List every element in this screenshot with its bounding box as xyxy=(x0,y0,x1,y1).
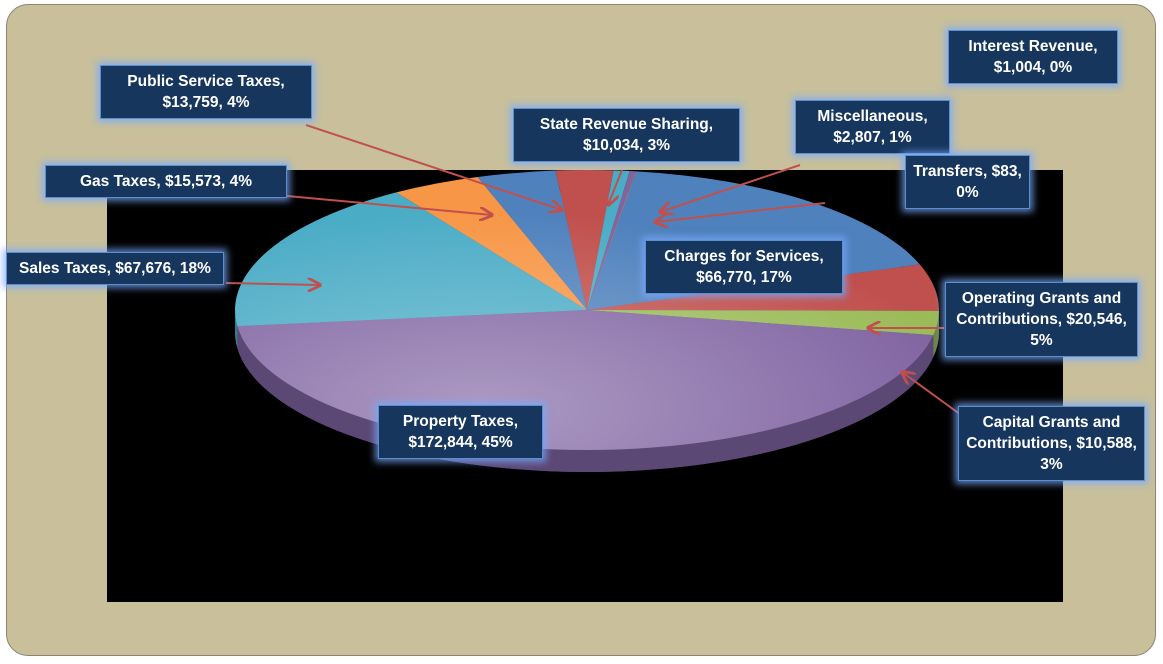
data-label: Miscellaneous, $2,807, 1% xyxy=(795,100,950,154)
leader-line xyxy=(902,372,969,421)
leader-line xyxy=(225,283,320,285)
data-label: Gas Taxes, $15,573, 4% xyxy=(45,165,287,198)
data-label: Operating Grants and Contributions, $20,… xyxy=(945,282,1138,357)
leader-line xyxy=(608,169,623,205)
leader-line xyxy=(660,164,801,212)
data-label: Capital Grants and Contributions, $10,58… xyxy=(958,406,1145,481)
data-label: Property Taxes, $172,844, 45% xyxy=(378,405,543,459)
leader-line xyxy=(305,124,562,210)
data-label: Interest Revenue, $1,004, 0% xyxy=(948,30,1118,84)
leader-lines xyxy=(225,124,969,421)
slice-side xyxy=(933,310,939,358)
slices xyxy=(234,170,939,472)
pie-shine xyxy=(235,170,939,450)
data-label: Transfers, $83, 0% xyxy=(905,155,1030,209)
data-label: State Revenue Sharing, $10,034, 3% xyxy=(513,108,740,162)
leader-line xyxy=(286,195,492,215)
leader-line xyxy=(655,202,826,222)
data-label: Public Service Taxes, $13,759, 4% xyxy=(100,65,312,119)
slice-side xyxy=(235,310,238,349)
data-label: Sales Taxes, $67,676, 18% xyxy=(6,252,224,285)
data-label: Charges for Services, $66,770, 17% xyxy=(645,240,843,294)
